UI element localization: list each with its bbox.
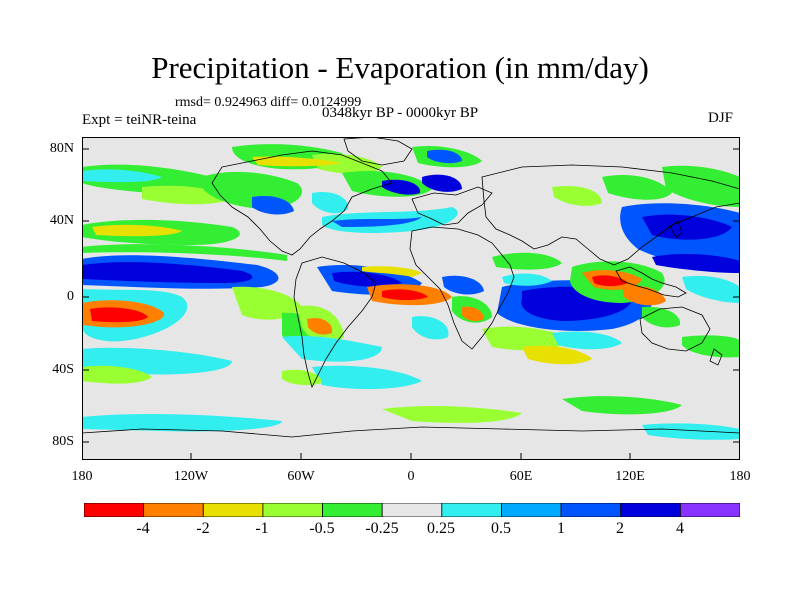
anomaly-patch (642, 423, 740, 440)
anomaly-patch (562, 396, 682, 415)
colorbar-label: 4 (676, 520, 684, 537)
lat-tick-label: 80N (49, 141, 74, 156)
greenland-coastline (343, 137, 413, 166)
anomaly-patch (82, 414, 282, 432)
colorbar-swatch (84, 503, 145, 517)
anomaly-patch (662, 165, 740, 207)
australia-coastline (639, 306, 711, 352)
anomaly-patch (622, 285, 666, 306)
anomaly-patch (482, 326, 572, 351)
colorbar-swatch (202, 503, 264, 517)
anomaly-patch (82, 244, 287, 261)
anomaly-patch (492, 252, 562, 270)
colorbar-swatch (322, 503, 383, 517)
anomaly-patch (82, 262, 253, 283)
colorbar-label: -0.5 (309, 520, 335, 537)
anomaly-patch (652, 254, 740, 273)
europe-coastline (411, 186, 493, 226)
anomaly-patch (307, 317, 333, 335)
colorbar-swatch (560, 503, 622, 517)
plot-title: Precipitation - Evaporation (in mm/day) (151, 50, 649, 85)
map-panel (82, 137, 740, 460)
lat-tick-label: 40S (52, 362, 74, 377)
colorbar-swatch (620, 503, 681, 517)
anomaly-patch (552, 331, 622, 350)
season-label: DJF (708, 110, 734, 126)
lon-tick-label: 180 (71, 469, 93, 484)
anomaly-patch (602, 174, 672, 200)
lon-tick-label: 0 (407, 469, 415, 484)
new-zealand-coastline (709, 348, 723, 366)
anomaly-patch (252, 156, 342, 167)
antarctica-coastline (82, 426, 740, 438)
anomaly-patch (382, 289, 428, 300)
anomaly-patch (282, 369, 322, 386)
anomaly-patch (82, 169, 162, 183)
colorbar-swatch (262, 503, 323, 517)
indonesia-coastline (615, 266, 687, 298)
colorbar-swatch (143, 503, 204, 517)
lat-tick-label: 40N (49, 213, 74, 228)
lon-tick-label: 60W (287, 469, 315, 484)
lon-tick-label: 120W (173, 469, 209, 484)
experiment-label: Expt = teiNR-teina (82, 112, 197, 128)
anomaly-patch (382, 406, 522, 423)
colorbar-label: -1 (255, 520, 269, 537)
colorbar-label: -0.25 (365, 520, 399, 537)
anomaly-patch (232, 286, 302, 320)
anomaly-patch (82, 365, 152, 384)
anomaly-patch (502, 273, 552, 286)
colorbar-swatch (679, 503, 740, 517)
colorbar-label: 0.5 (491, 520, 511, 537)
lon-tick-label: 60E (509, 469, 533, 484)
africa-coastline (409, 226, 515, 350)
south-america-coastline (293, 256, 377, 389)
anomaly-patch (422, 174, 462, 192)
lon-tick-label: 120E (615, 469, 645, 484)
colorbar-swatch (381, 503, 443, 517)
anomaly-patch (252, 195, 294, 215)
colorbar (84, 503, 740, 517)
map-ticks (82, 148, 740, 460)
anomaly-patch (642, 306, 681, 328)
stats-label: rmsd= 0.924963 diff= 0.0124999 (175, 95, 362, 110)
colorbar-swatch (441, 503, 502, 517)
anomaly-patch (362, 266, 422, 277)
anomaly-patch (312, 191, 349, 214)
anomaly-patch (332, 217, 422, 227)
coastlines (82, 137, 740, 438)
anomaly-patch (682, 275, 740, 303)
anomaly-patch (462, 306, 484, 322)
colorbar-label: 2 (616, 520, 624, 537)
colorbar-label: -4 (136, 520, 150, 537)
colorbar-label: 0.25 (427, 520, 455, 537)
anomaly-patch (682, 335, 740, 358)
anomaly-patch (592, 275, 628, 286)
anomaly-patch (427, 149, 462, 164)
north-america-coastline (211, 150, 393, 256)
anomaly-patch (332, 271, 402, 287)
anomaly-field (82, 144, 740, 440)
anomaly-patch (312, 365, 422, 390)
anomaly-patch (90, 307, 148, 323)
anomaly-patch (522, 345, 592, 365)
lat-tick-label: 0 (67, 289, 74, 304)
anomaly-patch (312, 153, 382, 174)
anomaly-patch (442, 275, 484, 295)
lat-tick-label: 80S (52, 434, 74, 449)
anomaly-patch (552, 185, 602, 206)
anomaly-patch (642, 214, 732, 240)
anomaly-patch (412, 316, 449, 340)
japan-coastline (669, 220, 683, 238)
colorbar-label: -2 (196, 520, 210, 537)
lon-tick-label: 180 (729, 469, 751, 484)
colorbar-label: 1 (557, 520, 565, 537)
asia-coastline (481, 164, 740, 266)
colorbar-swatch (501, 503, 562, 517)
anomaly-patch (92, 224, 182, 237)
period-label: 0348kyr BP - 0000kyr BP (322, 105, 479, 121)
